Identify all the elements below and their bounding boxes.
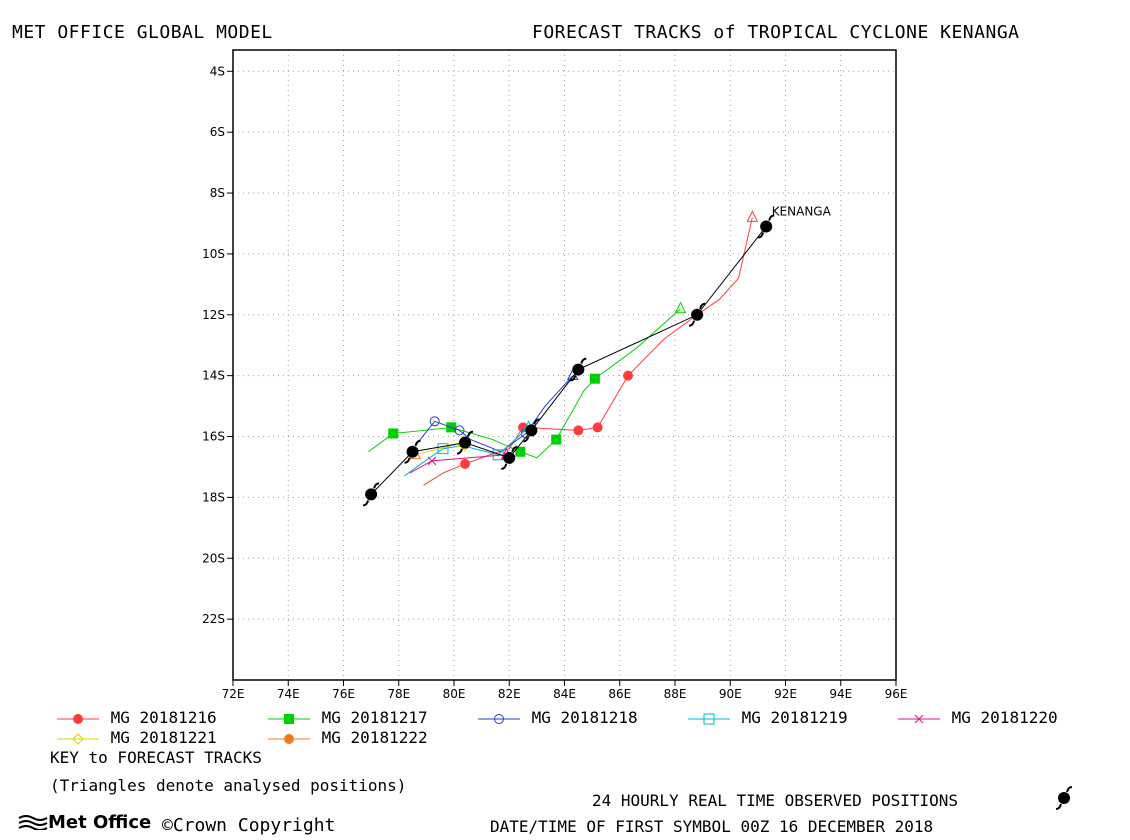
legend-swatch-20181222	[268, 733, 310, 744]
header-left-title: MET OFFICE GLOBAL MODEL	[12, 22, 273, 43]
forecast-point-marker	[460, 458, 471, 469]
track-line-mg-20181219	[403, 427, 529, 477]
x-tick-label: 94E	[829, 687, 852, 700]
x-tick-label: 80E	[443, 687, 466, 700]
observed-cyclone-symbol	[572, 363, 585, 376]
y-tick-label: 10S	[202, 247, 225, 261]
cyclone-arm-lower	[456, 448, 464, 455]
forecast-point-marker	[427, 456, 437, 466]
legend-swatch-20181221	[57, 732, 99, 745]
met-office-logo: Met Office	[18, 812, 151, 833]
key-title: KEY to FORECAST TRACKS	[50, 748, 262, 767]
legend-swatch-20181220	[898, 714, 940, 723]
x-tick-label: 76E	[332, 687, 355, 700]
legend-item-20181219: MG 20181219	[686, 708, 848, 727]
x-tick-label: 78E	[387, 687, 410, 700]
legend-swatch-20181218	[478, 713, 520, 724]
x-tick-label: 82E	[498, 687, 521, 700]
track-line-mg-20181220	[409, 454, 507, 474]
x-tick-label: 92E	[774, 687, 797, 700]
forecast-point-marker	[429, 416, 440, 427]
x-tick-label: 96E	[885, 687, 908, 700]
legend-label-20181219: MG 20181219	[741, 708, 848, 727]
observed-cyclone-symbol	[760, 220, 773, 233]
cyclone-arm-lower	[501, 463, 508, 470]
legend-label-20181220: MG 20181220	[951, 708, 1058, 727]
x-tick-label: 72E	[222, 687, 245, 700]
forecast-point-marker	[437, 443, 449, 455]
y-tick-label: 8S	[210, 186, 225, 200]
analysed-triangle-marker	[674, 301, 687, 314]
x-tick-label: 84E	[553, 687, 576, 700]
forecast-point-marker	[454, 425, 465, 436]
met-office-logo-text: Met Office	[48, 812, 152, 833]
y-tick-label: 14S	[202, 369, 225, 383]
crown-copyright: ©Crown Copyright	[162, 815, 336, 836]
forecast-point-marker	[551, 434, 562, 445]
y-tick-label: 20S	[202, 551, 225, 565]
cyclone-arm-lower	[758, 232, 765, 239]
legend-item-20181216: MG 20181216	[55, 708, 217, 727]
forecast-point-marker	[589, 373, 600, 384]
met-office-waves-icon	[18, 815, 48, 831]
observed-cyclone-symbol	[406, 445, 419, 458]
cyclone-arm-lower	[689, 320, 696, 327]
observed-cyclone-symbol	[525, 424, 538, 437]
observed-cyclone-symbol	[503, 451, 516, 464]
observed-cyclone-symbol	[365, 488, 378, 501]
cyclone-arm-lower	[523, 436, 530, 443]
storm-name-label: KENANGA	[772, 204, 832, 218]
legend-label-20181216: MG 20181216	[110, 708, 217, 727]
observed-positions-label: 24 HOURLY REAL TIME OBSERVED POSITIONS	[592, 791, 959, 810]
legend-label-20181217: MG 20181217	[321, 708, 428, 727]
first-symbol-datetime: DATE/TIME OF FIRST SYMBOL 00Z 16 DECEMBE…	[490, 817, 934, 836]
forecast-point-marker	[515, 446, 526, 457]
track-line-mg-20181217	[368, 308, 681, 459]
y-tick-label: 16S	[202, 430, 225, 444]
forecast-point-marker	[623, 370, 634, 381]
cyclone-arm-upper	[511, 445, 518, 453]
y-tick-label: 6S	[210, 125, 225, 139]
observed-track-line	[370, 226, 767, 495]
y-tick-label: 4S	[210, 64, 225, 78]
legend-swatch-20181217	[268, 713, 310, 724]
header-right-title: FORECAST TRACKS of TROPICAL CYCLONE KENA…	[532, 22, 1020, 43]
x-tick-label: 90E	[719, 687, 742, 700]
legend-label-20181222: MG 20181222	[321, 728, 428, 747]
forecast-point-marker	[573, 425, 584, 436]
cyclone-arm-upper	[580, 357, 587, 364]
cyclone-arm-upper	[533, 418, 540, 425]
analysed-triangle-marker	[746, 210, 759, 222]
forecast-track-chart: 72E 74E 76E 78E 80E 82E 84E 86E 88E 90E 92E 94E 96E 4…	[202, 49, 908, 700]
cyclone-symbol-icon	[1055, 786, 1073, 810]
cyclone-arm-upper	[699, 302, 706, 310]
legend-item-20181222: MG 20181222	[266, 728, 428, 747]
legend-label-20181221: MG 20181221	[110, 728, 217, 747]
legend-item-20181221: MG 20181221	[55, 728, 217, 747]
cyclone-arm-upper	[467, 430, 474, 437]
cyclone-arm-upper	[373, 482, 380, 489]
cyclone-arm-lower	[570, 375, 577, 382]
legend-item-20181217: MG 20181217	[266, 708, 428, 727]
y-tick-label: 22S	[202, 612, 225, 626]
legend-item-20181218: MG 20181218	[476, 708, 638, 727]
x-tick-label: 88E	[664, 687, 687, 700]
forecast-point-marker	[388, 428, 399, 439]
x-tick-label: 86E	[608, 687, 631, 700]
forecast-point-marker	[592, 422, 603, 433]
legend-label-20181218: MG 20181218	[531, 708, 638, 727]
observed-cyclone-symbol	[691, 308, 704, 321]
cyclone-arm-upper	[768, 214, 775, 221]
x-tick-label: 74E	[277, 687, 300, 700]
cyclone-arm-upper	[414, 439, 421, 447]
observed-cyclone-symbol	[459, 436, 472, 449]
y-tick-label: 12S	[202, 308, 225, 322]
legend-item-20181220: MG 20181220	[896, 708, 1058, 727]
y-tick-label: 18S	[202, 490, 225, 504]
cyclone-arm-lower	[363, 500, 370, 507]
key-note: (Triangles denote analysed positions)	[50, 776, 407, 795]
legend-swatch-20181216	[57, 713, 99, 724]
cyclone-arm-lower	[404, 457, 411, 464]
legend-swatch-20181219	[688, 713, 730, 724]
